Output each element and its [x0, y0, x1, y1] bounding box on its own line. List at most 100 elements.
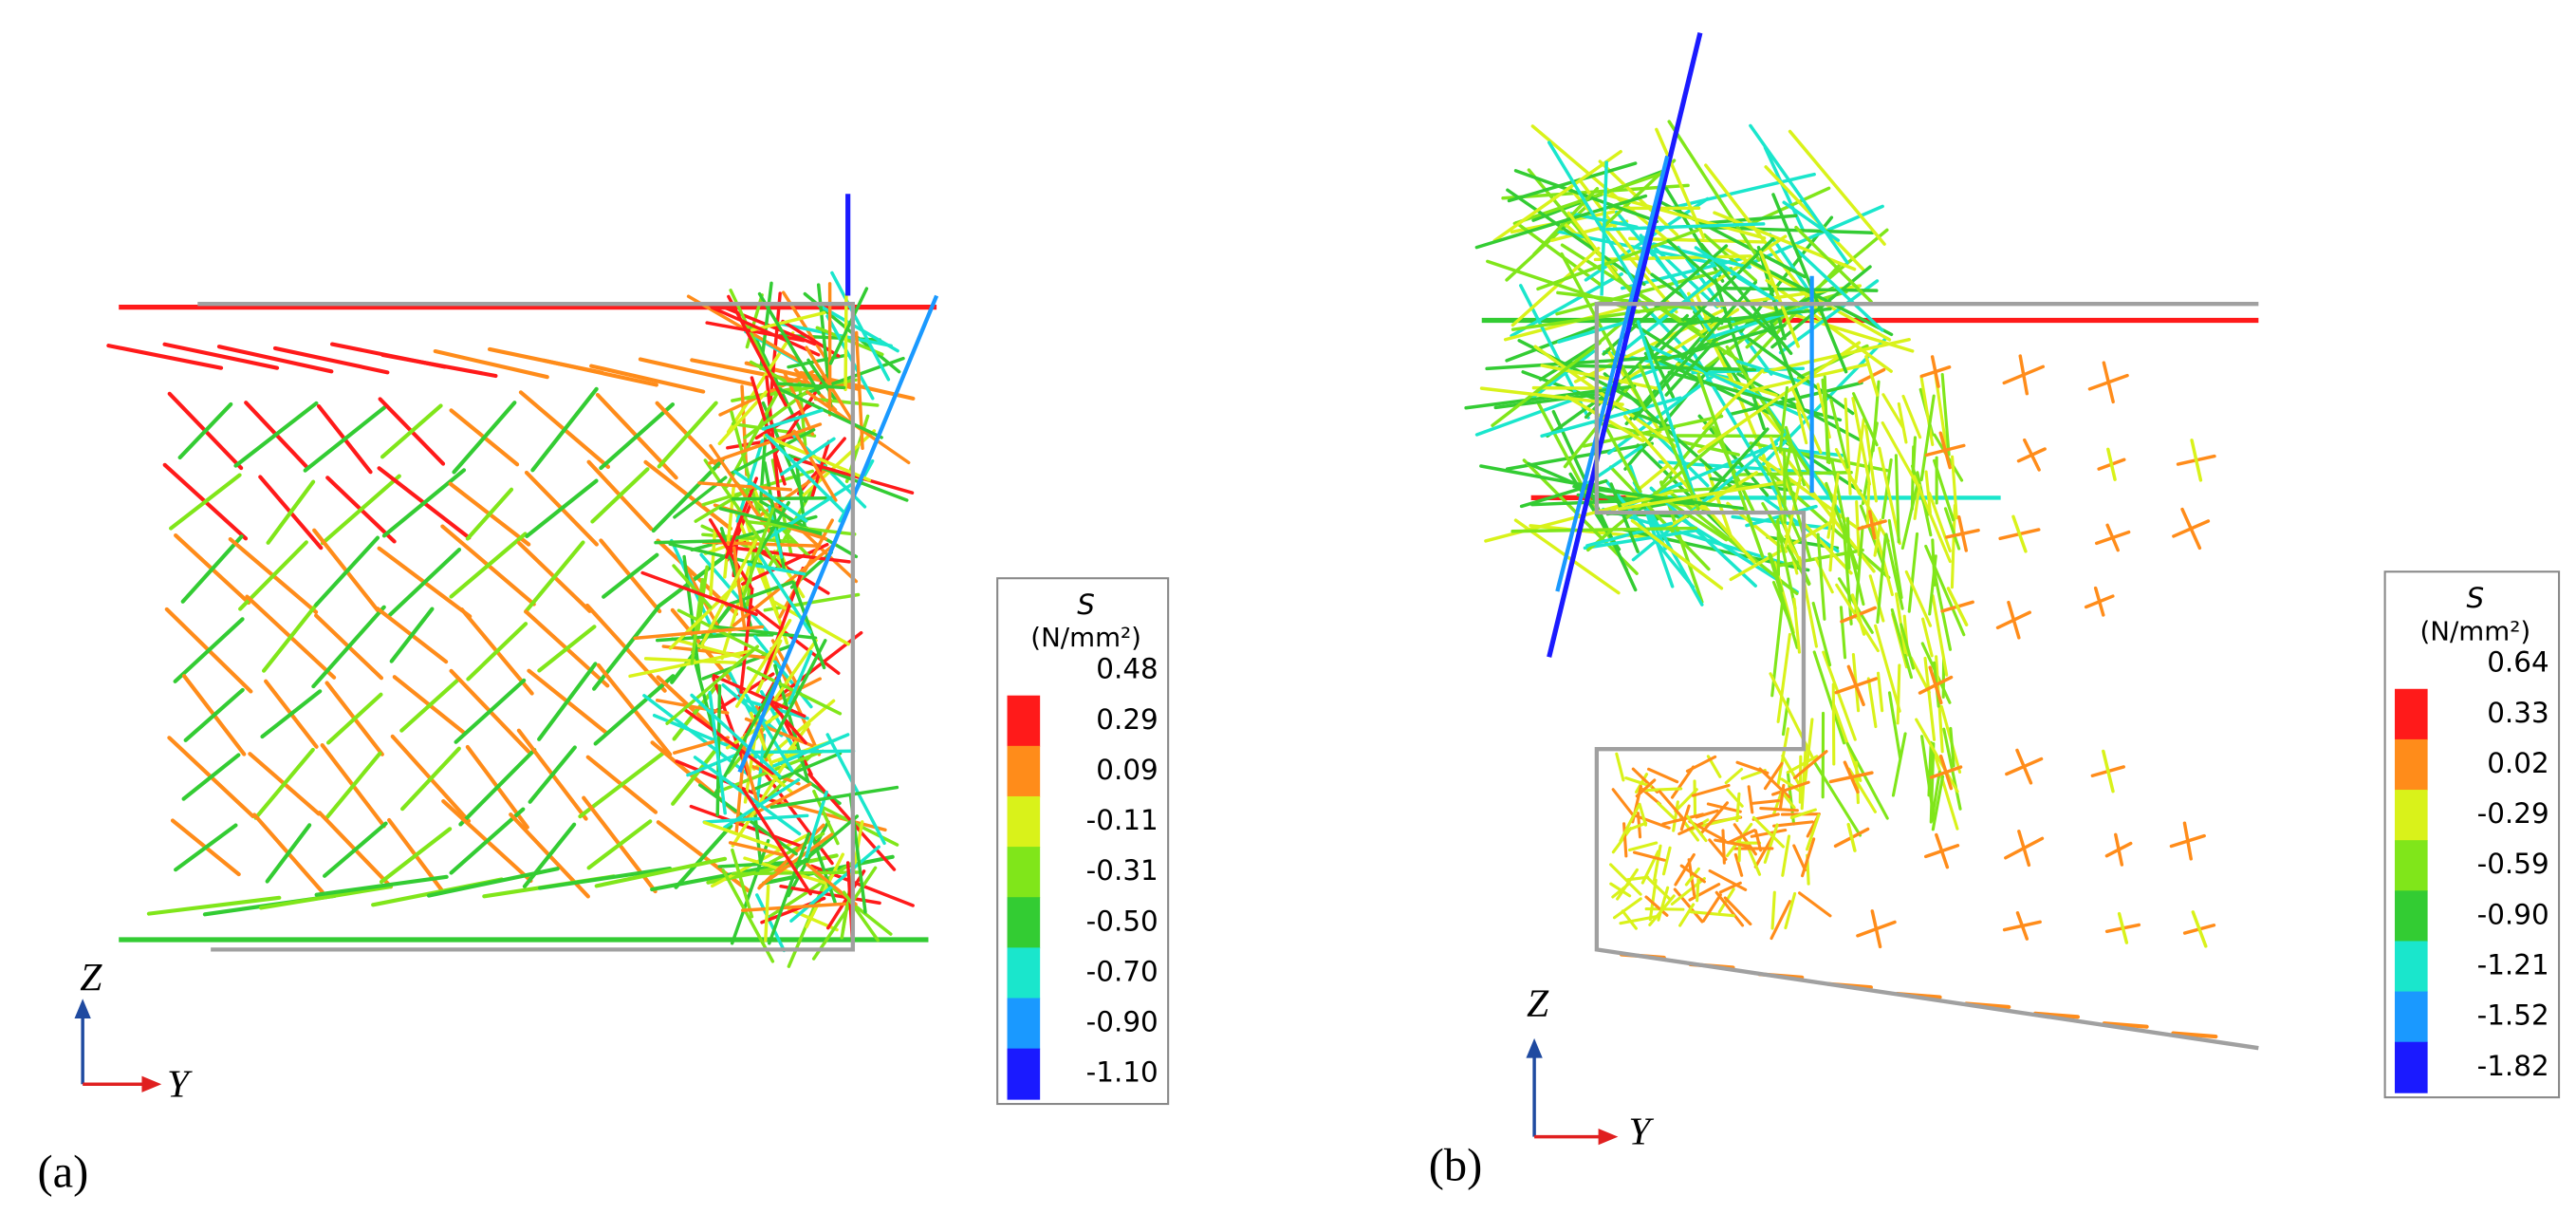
stress-line [1667, 120, 1761, 262]
stress-line [1749, 123, 1849, 265]
stress-line [1907, 532, 1919, 613]
stress-line [1887, 691, 1902, 760]
stress-line [830, 271, 891, 382]
stress-line [740, 543, 829, 587]
stress-line [1721, 829, 1726, 865]
stress-line [303, 405, 387, 473]
stress-line [1913, 483, 1921, 520]
stress-line [528, 745, 577, 804]
stress-line [750, 310, 826, 332]
stress-line [740, 902, 847, 912]
stress-line [272, 346, 390, 375]
stress-line [1940, 373, 1951, 457]
stress-line [1850, 593, 1866, 636]
stress-line [589, 364, 706, 394]
stress-line [1723, 896, 1752, 926]
z-label: Z [80, 955, 102, 999]
stress-line [751, 749, 856, 755]
stress-line [1602, 507, 1791, 567]
stress-line [729, 428, 816, 476]
stress-line [1826, 472, 1840, 539]
stress-line [180, 534, 244, 604]
stress-line [169, 473, 242, 531]
stress-line [750, 376, 787, 486]
outline-b [1594, 302, 2259, 1051]
stress-line [1844, 398, 1852, 495]
stress-line [758, 639, 818, 722]
stress-line [1852, 392, 1879, 447]
stress-line [788, 650, 813, 705]
stress-line [1566, 211, 1619, 279]
stress-line [1919, 735, 1936, 821]
stress-line [1600, 160, 1608, 296]
stress-line [2102, 1021, 2149, 1029]
legend-tick-label: 0.02 [2487, 747, 2548, 779]
stress-line [1538, 341, 1601, 382]
stress-line [320, 474, 401, 546]
stress-line [525, 478, 599, 538]
stress-line [1622, 822, 1628, 858]
stress-line [1778, 783, 1786, 810]
stress-line [1536, 228, 1699, 291]
stress-line [1725, 345, 1814, 479]
stress-line [737, 294, 939, 774]
stress-line [733, 510, 783, 626]
stress-line [1876, 671, 1884, 713]
stress-line [1884, 532, 1904, 610]
stress-line [1909, 656, 1931, 695]
stress-line [2015, 911, 2029, 941]
stress-line [173, 617, 245, 683]
legend-tick-label: -0.50 [1086, 905, 1158, 937]
stress-line [1709, 427, 1770, 495]
stress-line [733, 470, 808, 523]
stress-line [1510, 526, 1698, 533]
stress-line [702, 813, 809, 824]
stress-line [1738, 263, 1842, 374]
z-arrow-head [1526, 1037, 1543, 1058]
stress-line [1780, 790, 1796, 810]
stress-line [2106, 447, 2117, 481]
stress-line [2191, 910, 2208, 948]
stress-line [1938, 431, 1952, 470]
stress-line [1782, 200, 1841, 242]
stress-line [1798, 755, 1803, 804]
stress-line [793, 356, 905, 400]
stress-line [466, 622, 528, 682]
stress-line [1693, 352, 1791, 517]
stress-line [1602, 244, 1729, 356]
stress-line [1839, 606, 1847, 660]
z-arrow-head [74, 999, 91, 1019]
stress-line [1769, 672, 1815, 761]
stress-line [1635, 778, 1657, 798]
legend-tick-label: 0.64 [2487, 646, 2548, 679]
stress-line [1928, 554, 1937, 616]
legend-swatch [2395, 840, 2428, 892]
stress-line [1792, 246, 1884, 332]
stress-line [1546, 389, 1612, 439]
stress-line [690, 693, 782, 778]
stress-line [2017, 830, 2031, 868]
legend-tick-label: 0.09 [1096, 754, 1158, 786]
stress-line [380, 352, 498, 379]
colorbar-legend: S(N/mm²)0.48 0.29 0.09 -0.11 -0.31 -0.50 -0.70… [996, 577, 1170, 1106]
stress-line [1609, 863, 1642, 896]
stress-line [1677, 821, 1704, 836]
stress-line [1813, 761, 1863, 837]
stress-line [758, 832, 834, 888]
stress-line [707, 422, 823, 465]
stress-line [1789, 808, 1817, 819]
stress-line [1938, 754, 1954, 791]
outline-a [197, 302, 856, 952]
stress-line [1750, 798, 1781, 806]
stress-line [1491, 341, 1602, 427]
stress-line [757, 291, 821, 395]
stress-line [1956, 514, 1969, 552]
stress-line [266, 479, 316, 545]
stress-line [1747, 337, 1855, 416]
stress-line [253, 747, 315, 820]
stress-line [1793, 750, 1828, 780]
stress-line [789, 845, 880, 923]
stress-line [233, 401, 319, 468]
stress-line [1772, 820, 1814, 828]
